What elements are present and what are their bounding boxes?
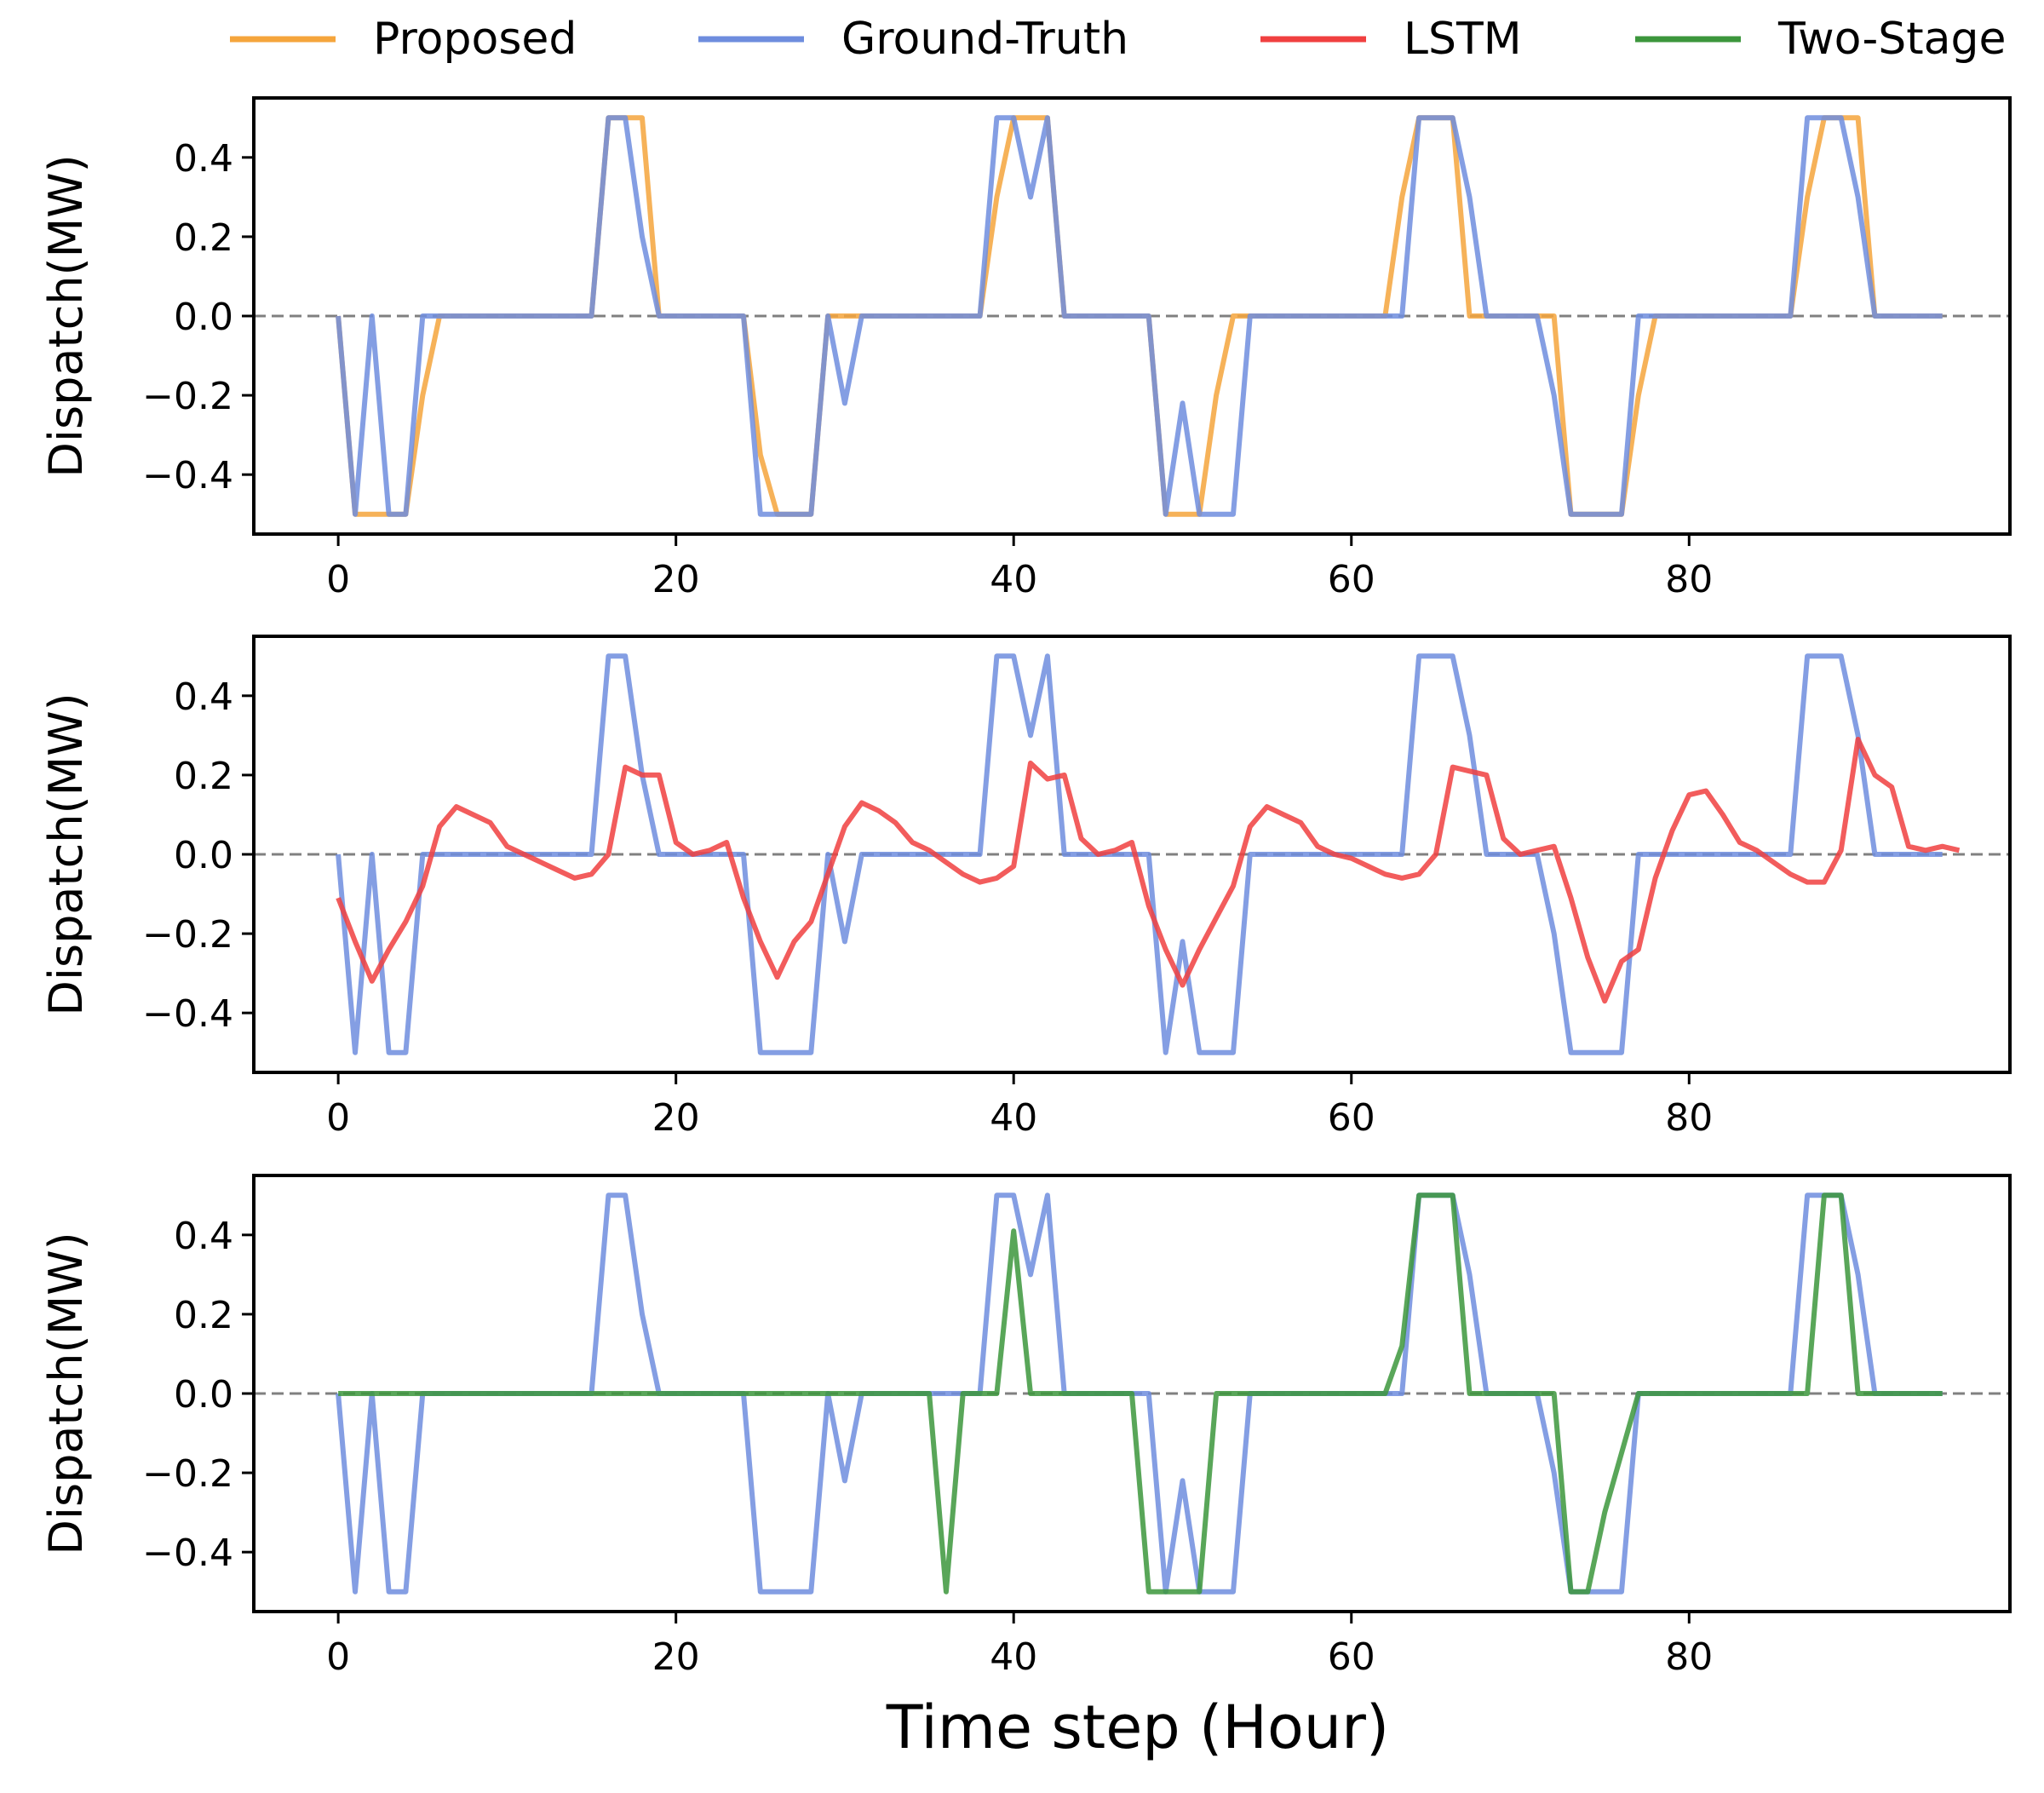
x-tick-label: 20 — [652, 1096, 700, 1140]
x-axis-title: Time step (Hour) — [886, 1692, 1389, 1762]
x-tick-label: 80 — [1665, 1635, 1713, 1679]
legend: Proposed Ground-Truth LSTM Two-Stage — [230, 14, 2007, 65]
y-axis-label: Dispatch(MW) — [39, 154, 93, 477]
x-tick-label: 60 — [1328, 1096, 1375, 1140]
y-axis-label: Dispatch(MW) — [39, 1232, 93, 1555]
legend-label: Proposed — [373, 14, 577, 65]
series-line-two-stage — [338, 1192, 1943, 1595]
y-tick-label: 0.2 — [174, 216, 233, 260]
x-tick-label: 80 — [1665, 1096, 1713, 1140]
y-tick-label: −0.4 — [142, 992, 233, 1036]
x-tick-label: 40 — [990, 1096, 1037, 1140]
panel-2: 0 20 40 60 80 −0.4 −0.2 0.0 0.2 0.4 Dispatch(MW) — [39, 635, 2012, 1140]
panel-1: 0 20 40 60 80 −0.4 −0.2 0.0 0.2 0.4 Dispatch(MW) — [39, 96, 2012, 601]
x-tick-label: 40 — [990, 1635, 1037, 1679]
legend-label: LSTM — [1404, 14, 1522, 65]
y-tick-label: 0.2 — [174, 1294, 233, 1337]
y-tick-label: 0.0 — [174, 834, 233, 877]
x-tick-label: 0 — [326, 1096, 350, 1140]
y-tick-label: 0.4 — [174, 137, 233, 181]
y-tick-label: 0.4 — [174, 1215, 233, 1258]
y-tick-label: −0.2 — [142, 375, 233, 418]
x-tick-label: 0 — [326, 558, 350, 601]
y-tick-label: 0.4 — [174, 675, 233, 719]
legend-label: Ground-Truth — [841, 14, 1128, 65]
x-tick-label: 20 — [652, 558, 700, 601]
x-tick-label: 20 — [652, 1635, 700, 1679]
x-tick-label: 60 — [1328, 1635, 1375, 1679]
y-tick-label: 0.0 — [174, 1373, 233, 1417]
series-line-ground-truth — [336, 115, 1943, 517]
y-tick-label: −0.2 — [142, 913, 233, 957]
x-tick-label: 80 — [1665, 558, 1713, 601]
x-tick-label: 60 — [1328, 558, 1375, 601]
y-axis-label: Dispatch(MW) — [39, 692, 93, 1015]
x-tick-label: 0 — [326, 1635, 350, 1679]
y-tick-label: 0.0 — [174, 296, 233, 339]
y-tick-label: −0.4 — [142, 454, 233, 497]
series-line-ground-truth — [336, 653, 1943, 1055]
y-tick-label: −0.2 — [142, 1452, 233, 1496]
x-tick-label: 40 — [990, 558, 1037, 601]
y-tick-label: −0.4 — [142, 1532, 233, 1575]
panels: 0 20 40 60 80 −0.4 −0.2 0.0 0.2 0.4 Dispatch(MW) 0 2… — [39, 96, 2012, 1679]
y-tick-label: 0.2 — [174, 755, 233, 798]
panel-3: 0 20 40 60 80 −0.4 −0.2 0.0 0.2 0.4 Dispatch(MW) — [39, 1174, 2012, 1679]
legend-label: Two-Stage — [1777, 14, 2007, 65]
series-line-lstm — [336, 737, 1961, 1004]
